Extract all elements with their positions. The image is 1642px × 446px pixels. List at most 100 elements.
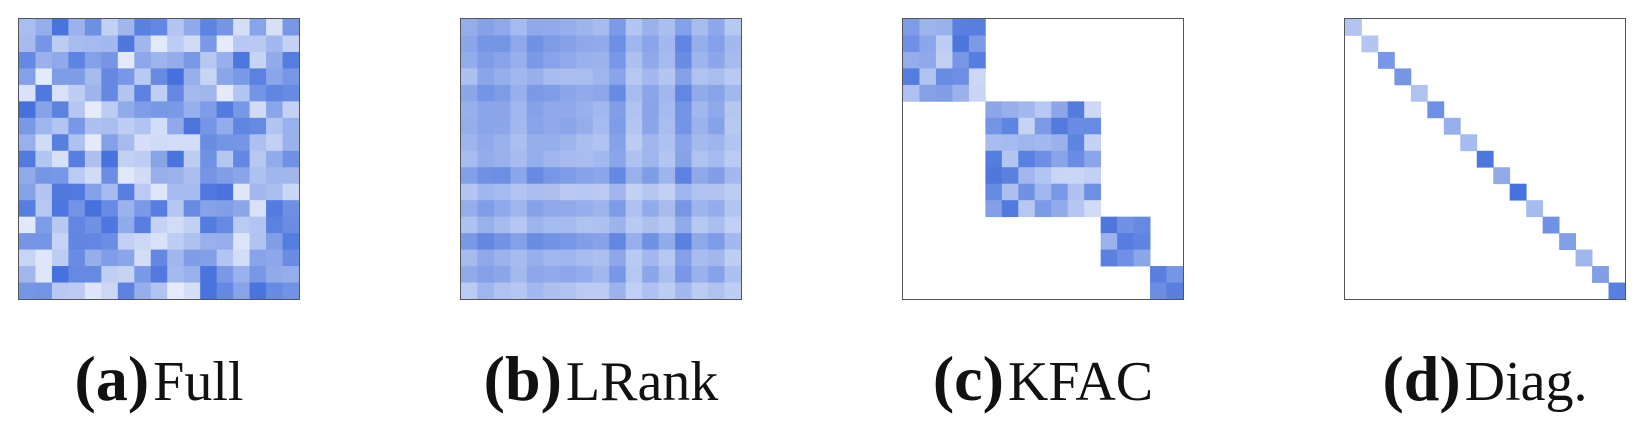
matrix-cell (609, 134, 627, 152)
matrix-cell (84, 233, 102, 250)
matrix-cell (1084, 117, 1102, 135)
matrix-cell (19, 134, 36, 152)
matrix-cell (200, 134, 218, 152)
matrix-cell (249, 249, 267, 267)
matrix-cell (249, 101, 267, 119)
matrix-cell (19, 51, 36, 69)
matrix-cell (167, 51, 185, 69)
matrix-cell (1084, 200, 1102, 218)
matrix-cell (461, 150, 478, 168)
matrix-cell (51, 200, 69, 218)
matrix-cell (675, 249, 692, 267)
matrix-cell (658, 200, 676, 218)
matrix-cell (134, 84, 152, 102)
matrix-cell (493, 200, 511, 218)
matrix-cell (101, 266, 119, 283)
matrix-cell (985, 150, 1003, 168)
matrix-cell (1509, 183, 1527, 201)
heatmap-full (19, 19, 299, 299)
matrix-cell (150, 200, 168, 218)
matrix-cell (117, 167, 135, 185)
matrix-cell (642, 249, 660, 267)
matrix-cell (609, 51, 627, 69)
caption-label: Diag. (1464, 351, 1588, 413)
matrix-cell (19, 150, 36, 168)
matrix-full (18, 18, 300, 300)
caption-kfac: (c) KFAC (902, 342, 1184, 416)
matrix-cell (101, 134, 119, 152)
matrix-cell (282, 266, 299, 283)
matrix-cell (35, 183, 53, 201)
matrix-cell (592, 51, 610, 69)
matrix-cell (510, 233, 528, 250)
matrix-cell (266, 101, 283, 119)
matrix-diag (1344, 18, 1626, 300)
matrix-cell (691, 19, 709, 36)
matrix-cell (609, 117, 627, 135)
matrix-cell (117, 282, 135, 299)
matrix-cell (266, 51, 283, 69)
caption-tag: (c) (932, 343, 1004, 414)
matrix-cell (543, 249, 561, 267)
matrix-cell (183, 35, 201, 53)
matrix-cell (19, 35, 36, 53)
matrix-cell (68, 51, 86, 69)
matrix-cell (1001, 134, 1019, 152)
matrix-cell (1067, 183, 1085, 201)
matrix-cell (609, 216, 627, 234)
matrix-cell (266, 266, 283, 283)
matrix-cell (282, 216, 299, 234)
matrix-cell (266, 216, 283, 234)
matrix-cell (576, 117, 594, 135)
matrix-cell (68, 117, 86, 135)
matrix-cell (691, 183, 709, 201)
matrix-cell (559, 84, 577, 102)
matrix-cell (576, 84, 594, 102)
matrix-cell (35, 282, 53, 299)
matrix-cell (675, 200, 692, 218)
matrix-cell (592, 117, 610, 135)
matrix-cell (249, 68, 267, 86)
matrix-cell (510, 183, 528, 201)
matrix-cell (101, 200, 119, 218)
matrix-cell (1018, 150, 1036, 168)
matrix-cell (708, 150, 725, 168)
matrix-cell (493, 282, 511, 299)
matrix-cell (216, 200, 234, 218)
matrix-cell (658, 117, 676, 135)
matrix-cell (266, 68, 283, 86)
matrix-cell (68, 101, 86, 119)
matrix-cell (477, 134, 495, 152)
matrix-cell (903, 19, 920, 36)
matrix-cell (968, 51, 986, 69)
matrix-cell (675, 167, 692, 185)
matrix-cell (724, 183, 741, 201)
matrix-cell (68, 266, 86, 283)
matrix-cell (658, 249, 676, 267)
matrix-cell (19, 249, 36, 267)
matrix-cell (477, 51, 495, 69)
matrix-cell (559, 200, 577, 218)
matrix-cell (1117, 249, 1134, 267)
matrix-cell (576, 68, 594, 86)
matrix-cell (526, 101, 544, 119)
matrix-cell (919, 51, 937, 69)
matrix-cell (19, 101, 36, 119)
matrix-cell (167, 249, 185, 267)
matrix-cell (233, 183, 250, 201)
matrix-cell (101, 68, 119, 86)
matrix-cell (903, 35, 920, 53)
matrix-cell (150, 249, 168, 267)
matrix-cell (101, 35, 119, 53)
matrix-cell (35, 167, 53, 185)
matrix-cell (919, 68, 937, 86)
matrix-cell (84, 19, 102, 36)
matrix-cell (1051, 183, 1069, 201)
matrix-cell (216, 35, 234, 53)
matrix-cell (1133, 233, 1151, 250)
matrix-cell (592, 216, 610, 234)
matrix-cell (200, 167, 218, 185)
matrix-cell (642, 117, 660, 135)
matrix-cell (543, 200, 561, 218)
matrix-cell (1018, 183, 1036, 201)
